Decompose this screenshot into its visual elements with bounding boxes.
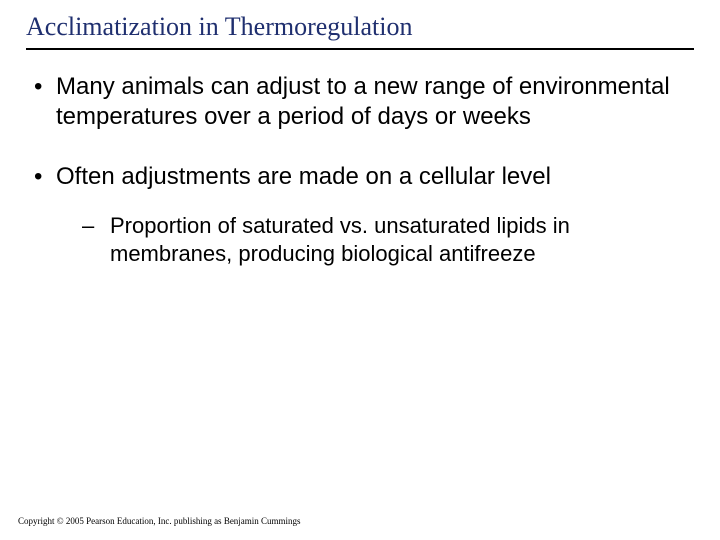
sub-bullet-item: Proportion of saturated vs. unsaturated …	[80, 212, 694, 268]
slide: Acclimatization in Thermoregulation Many…	[0, 0, 720, 540]
bullet-text: Often adjustments are made on a cellular…	[56, 162, 694, 192]
bullet-item: Many animals can adjust to a new range o…	[28, 72, 694, 132]
slide-content: Many animals can adjust to a new range o…	[26, 72, 694, 268]
sub-bullet-text: Proportion of saturated vs. unsaturated …	[110, 212, 694, 268]
bullet-item: Often adjustments are made on a cellular…	[28, 162, 694, 268]
copyright-text: Copyright © 2005 Pearson Education, Inc.…	[18, 516, 301, 526]
bullet-list: Many animals can adjust to a new range o…	[28, 72, 694, 268]
bullet-text: Many animals can adjust to a new range o…	[56, 72, 694, 132]
slide-title: Acclimatization in Thermoregulation	[26, 12, 694, 50]
sub-bullet-list: Proportion of saturated vs. unsaturated …	[56, 212, 694, 268]
